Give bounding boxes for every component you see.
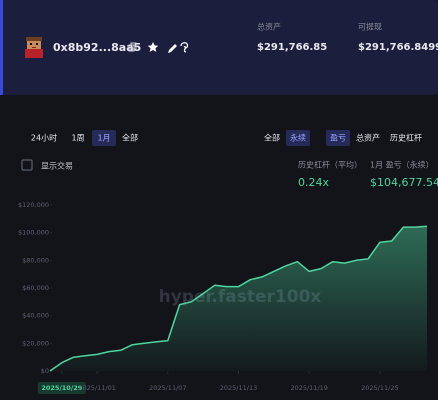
tab-selected bbox=[286, 130, 310, 146]
tab[interactable]: 永续 bbox=[290, 133, 306, 143]
star-icon[interactable] bbox=[147, 42, 159, 52]
label: 总资产 bbox=[257, 22, 281, 32]
tab[interactable]: 1月 bbox=[97, 134, 110, 143]
value: $291,766.8499 bbox=[358, 42, 438, 53]
tab[interactable]: 历史杠杆 bbox=[390, 133, 422, 143]
x-tick-label: 2025/11/19 bbox=[290, 384, 327, 392]
copy-icon[interactable] bbox=[128, 42, 137, 52]
checkbox[interactable] bbox=[21, 159, 33, 171]
x-tick-label: 2025/10/29 bbox=[41, 384, 82, 392]
label: 可提现 bbox=[358, 22, 382, 32]
tab[interactable]: 24小时 bbox=[31, 133, 57, 143]
y-tick-label: $80,000 bbox=[22, 256, 49, 264]
stat-value: $104,677.54 bbox=[370, 176, 438, 189]
address: 0x8b92...8aa5 bbox=[53, 41, 141, 54]
avatar bbox=[25, 37, 43, 58]
listen-icon[interactable] bbox=[180, 42, 189, 53]
stat-label: 1月 盈亏（永续） bbox=[370, 160, 434, 170]
x-tick-label: 2025/11/01 bbox=[78, 384, 115, 392]
panel-accent bbox=[0, 0, 3, 95]
x-tick-label: 2025/11/07 bbox=[149, 384, 186, 392]
y-tick-label: $100,000 bbox=[18, 229, 49, 237]
tab[interactable]: 1周 bbox=[71, 134, 84, 143]
line bbox=[49, 225, 428, 372]
x-tick-label: 2025/11/25 bbox=[361, 384, 398, 392]
account-panel bbox=[0, 0, 438, 95]
stat-label: 历史杠杆（平均） bbox=[298, 160, 362, 170]
stat-value: 0.24x bbox=[298, 176, 329, 189]
x-tick-highlight bbox=[37, 382, 86, 394]
tab-selected bbox=[326, 130, 350, 146]
x-tick-label: 2025/11/13 bbox=[220, 384, 257, 392]
y-tick-label: $120,000 bbox=[18, 201, 49, 209]
tab-selected bbox=[92, 130, 116, 146]
tab[interactable]: 盈亏 bbox=[330, 134, 346, 143]
checkbox-label[interactable]: 显示交易 bbox=[41, 161, 73, 171]
edit-icon[interactable] bbox=[168, 44, 177, 53]
tab[interactable]: 全部 bbox=[264, 133, 280, 143]
y-tick-label: $0 bbox=[41, 367, 49, 375]
tab[interactable]: 全部 bbox=[122, 133, 138, 143]
y-tick-label: $20,000 bbox=[22, 339, 49, 347]
y-tick-label: $60,000 bbox=[22, 284, 49, 292]
value: $291,766.85 bbox=[257, 42, 327, 53]
tab[interactable]: 总资产 bbox=[356, 133, 380, 143]
y-tick-label: $40,000 bbox=[22, 312, 49, 320]
